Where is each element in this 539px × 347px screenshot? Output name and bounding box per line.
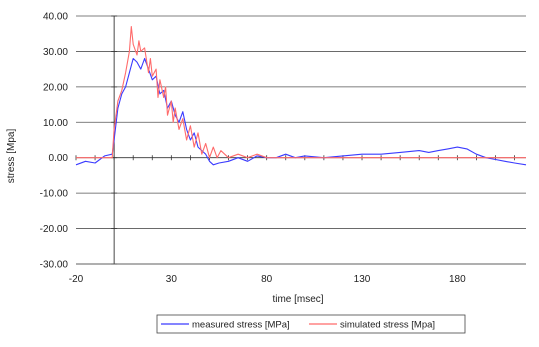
x-axis-title: time [msec]: [272, 294, 323, 305]
y-tick-label: 0.00: [49, 153, 69, 164]
legend: measured stress [MPa] simulated stress […: [156, 314, 466, 334]
legend-label-measured: measured stress [MPa]: [192, 320, 290, 331]
x-tick-label: 80: [261, 274, 273, 285]
y-axis-title: stress [Mpa]: [6, 129, 17, 184]
series-lines: [75, 26, 527, 166]
x-tick-labels: -20 30 80 130 180: [69, 274, 466, 285]
y-tick-labels: -30.00 -20.00 -10.00 0.00 10.00 20.00 30.00 40.…: [40, 12, 69, 271]
y-tick-label: 20.00: [43, 82, 68, 93]
y-tick-label: 40.00: [43, 12, 68, 23]
axes: [75, 15, 526, 265]
y-tick-label: -30.00: [40, 260, 69, 271]
x-tick-label: 30: [166, 274, 178, 285]
x-tick-label: -20: [69, 274, 84, 285]
y-tick-label: -10.00: [40, 189, 69, 200]
gridlines: [76, 15, 526, 265]
y-tick-label: 10.00: [43, 118, 68, 129]
y-tick-label: 30.00: [43, 47, 68, 58]
y-tick-label: -20.00: [40, 224, 69, 235]
x-tick-label: 130: [354, 274, 371, 285]
series-line-0: [75, 57, 527, 166]
series-line-1: [76, 26, 526, 159]
legend-label-simulated: simulated stress [Mpa]: [340, 320, 435, 331]
x-tick-label: 180: [449, 274, 466, 285]
